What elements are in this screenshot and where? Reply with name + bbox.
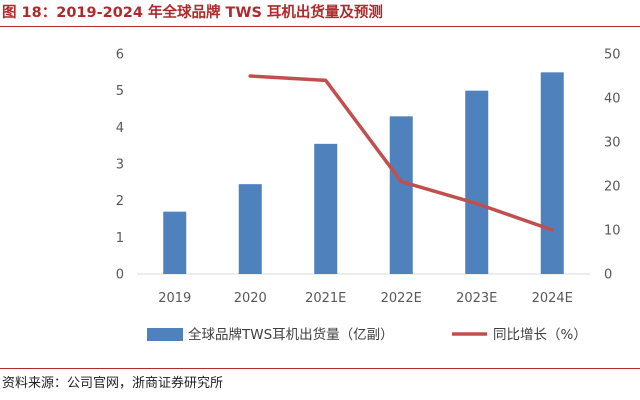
bar-2022E [389,116,413,274]
left-tick-0: 0 [116,268,124,283]
point-2024E [550,228,554,232]
source-note: 资料来源：公司官网，浙商证券研究所 [2,376,224,391]
point-2021E [324,78,328,82]
left-axis-tick-labels: 0 1 2 3 4 5 6 [116,48,124,283]
legend-label-bar: 全球品牌TWS耳机出货量（亿副） [188,326,394,343]
line-series [248,74,554,232]
x-axis-tick-labels: 2019 2020 2021E 2022E 2023E 2024E [158,291,573,306]
left-tick-3: 3 [116,158,124,173]
bar-2021E [314,143,338,274]
figure-title: 图 18：2019-2024 年全球品牌 TWS 耳机出货量及预测 [2,5,383,21]
title-divider [0,26,640,27]
source-divider [0,368,640,369]
right-tick-20: 20 [604,180,621,195]
x-tick-2022E: 2022E [381,291,422,306]
right-tick-40: 40 [604,92,621,107]
left-tick-6: 6 [116,48,124,63]
legend-swatch-bar [147,328,183,341]
bar-2023E [465,90,489,275]
x-tick-2019: 2019 [158,291,191,306]
right-tick-10: 10 [604,224,621,239]
legend: 全球品牌TWS耳机出货量（亿副） 同比增长（%） [147,326,587,343]
left-tick-1: 1 [116,231,124,246]
left-tick-4: 4 [116,121,124,136]
bar-series [163,72,564,275]
right-tick-30: 30 [604,136,621,151]
point-2023E [475,202,479,206]
left-tick-5: 5 [116,84,124,99]
x-tick-2023E: 2023E [456,291,497,306]
x-tick-2024E: 2024E [532,291,573,306]
x-tick-2021E: 2021E [305,291,346,306]
x-tick-2020: 2020 [234,291,267,306]
point-2020 [248,74,252,78]
left-tick-2: 2 [116,194,124,209]
right-tick-0: 0 [604,268,612,283]
point-2022E [399,180,403,184]
bar-2024E [540,72,564,274]
bar-2020 [238,184,262,274]
right-axis-tick-labels: 0 10 20 30 40 50 [604,48,621,283]
bar-2019 [163,211,187,274]
legend-label-line: 同比增长（%） [493,327,587,343]
right-tick-50: 50 [604,48,621,63]
